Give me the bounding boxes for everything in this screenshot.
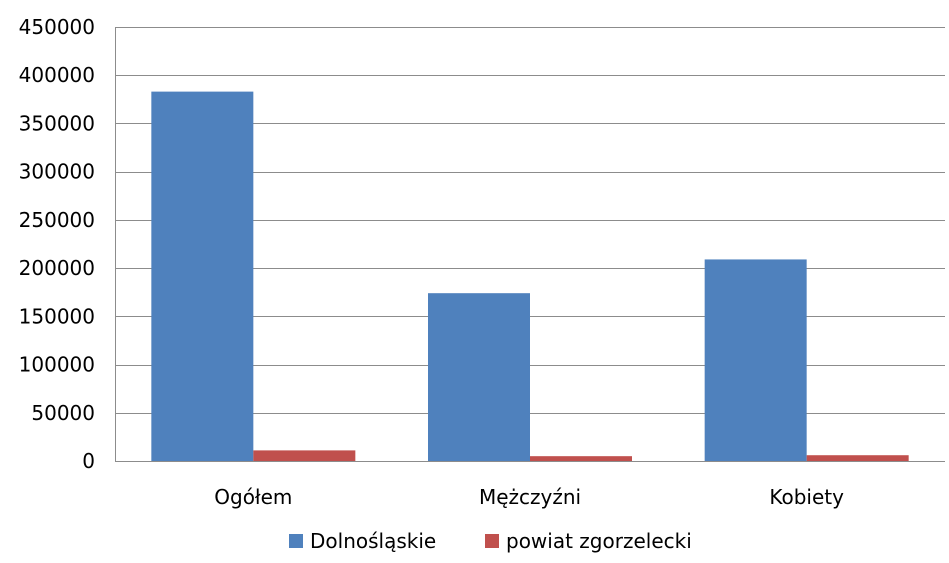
bar-powiat-zgorzelecki-1 xyxy=(530,456,632,461)
bar-dolnoslaskie-1 xyxy=(428,293,530,461)
bar-dolnoslaskie-2 xyxy=(704,259,807,461)
legend-swatch xyxy=(289,534,303,548)
bar-powiat-zgorzelecki-0 xyxy=(253,450,356,461)
legend: Dolnośląskie powiat zgorzelecki xyxy=(289,529,692,553)
x-axis-categories: Ogółem Mężczyźni Kobiety xyxy=(214,485,844,509)
y-tick-label: 300000 xyxy=(19,160,95,184)
x-category-label: Ogółem xyxy=(214,485,292,509)
bar-powiat-zgorzelecki-2 xyxy=(806,455,909,461)
y-tick-label: 50000 xyxy=(31,401,95,425)
legend-swatch xyxy=(485,534,499,548)
y-tick-label: 450000 xyxy=(19,15,95,39)
y-tick-label: 350000 xyxy=(19,111,95,135)
y-tick-label: 150000 xyxy=(19,304,95,328)
y-tick-label: 100000 xyxy=(19,353,95,377)
legend-label: Dolnośląskie xyxy=(310,529,436,553)
x-category-label: Mężczyźni xyxy=(479,485,581,509)
legend-label: powiat zgorzelecki xyxy=(506,529,692,553)
y-tick-label: 400000 xyxy=(19,63,95,87)
x-category-label: Kobiety xyxy=(769,485,844,509)
y-tick-label: 200000 xyxy=(19,256,95,280)
y-tick-label: 0 xyxy=(82,449,95,473)
y-axis-ticks: 0 50000 100000 150000 200000 250000 300000 3500… xyxy=(19,15,95,473)
y-tick-label: 250000 xyxy=(19,208,95,232)
bar-dolnoslaskie-0 xyxy=(151,91,254,462)
bars xyxy=(151,91,909,462)
